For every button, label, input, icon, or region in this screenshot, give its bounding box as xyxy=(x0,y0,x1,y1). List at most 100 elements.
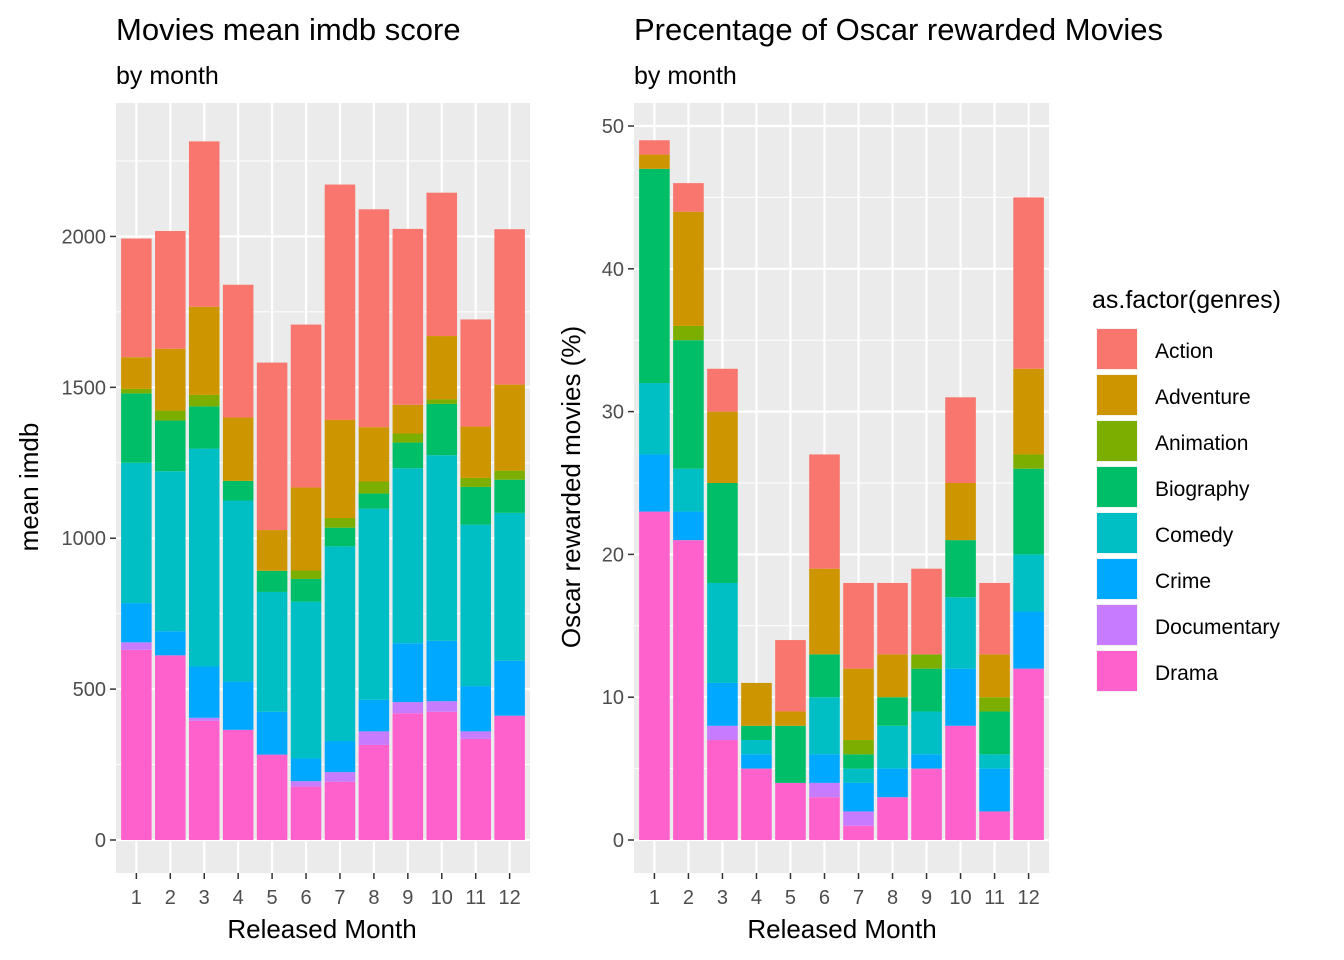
imdb-bar-biography-month-12 xyxy=(494,479,525,513)
oscar-x-tick-label-3: 3 xyxy=(717,887,728,909)
imdb-bar-drama-month-8 xyxy=(358,744,390,840)
oscar-bar-comedy-month-12 xyxy=(1013,554,1044,612)
oscar-x-tick-label-10: 10 xyxy=(949,887,971,909)
imdb-bar-biography-month-10 xyxy=(426,403,458,456)
oscar-bar-action-month-3 xyxy=(707,368,738,412)
oscar-bar-animation-month-9 xyxy=(911,654,942,669)
imdb-bar-biography-month-1 xyxy=(121,393,152,463)
legend: as.factor(genres) Action Adventure Animati… xyxy=(1092,286,1281,692)
imdb-bar-action-month-4 xyxy=(222,284,254,418)
oscar-bar-biography-month-8 xyxy=(877,697,908,726)
imdb-bar-adventure-month-12 xyxy=(494,384,525,471)
imdb-bar-comedy-month-6 xyxy=(290,601,322,759)
imdb-bar-drama-month-11 xyxy=(460,738,491,840)
oscar-x-tick-label-12: 12 xyxy=(1017,887,1039,909)
legend-label-documentary: Documentary xyxy=(1155,616,1280,639)
imdb-bar-crime-month-5 xyxy=(256,711,288,755)
imdb-bar-comedy-month-7 xyxy=(324,546,356,742)
oscar-x-tick-label-5: 5 xyxy=(785,887,796,909)
oscar-chart-title: Precentage of Oscar rewarded Movies xyxy=(634,12,1163,47)
imdb-chart: Movies mean imdb score by month 0 500 1000… xyxy=(14,12,530,944)
imdb-bar-adventure-month-6 xyxy=(290,487,322,571)
legend-label-adventure: Adventure xyxy=(1155,386,1251,409)
imdb-bar-drama-month-3 xyxy=(188,720,220,840)
oscar-bar-drama-month-12 xyxy=(1013,668,1044,840)
oscar-bar-drama-month-5 xyxy=(775,782,806,840)
oscar-bar-drama-month-6 xyxy=(809,797,840,840)
oscar-bar-biography-month-10 xyxy=(945,540,976,598)
imdb-bar-action-month-1 xyxy=(121,238,152,358)
oscar-x-tick-label-6: 6 xyxy=(819,887,830,909)
oscar-bar-biography-month-3 xyxy=(707,483,738,583)
oscar-bar-comedy-month-3 xyxy=(707,582,738,683)
imdb-bar-documentary-month-1 xyxy=(121,642,152,650)
oscar-bar-drama-month-3 xyxy=(707,740,738,840)
oscar-bar-action-month-9 xyxy=(911,568,942,655)
imdb-x-tick-label-11: 11 xyxy=(465,887,486,909)
oscar-x-tick-label-8: 8 xyxy=(887,887,898,909)
oscar-bar-drama-month-2 xyxy=(673,540,704,840)
oscar-bar-animation-month-2 xyxy=(673,325,704,341)
oscar-bar-action-month-11 xyxy=(979,582,1010,655)
imdb-bar-action-month-7 xyxy=(324,184,356,420)
imdb-bar-documentary-month-8 xyxy=(358,731,390,745)
legend-title: as.factor(genres) xyxy=(1092,286,1281,314)
oscar-y-tick-label: 10 xyxy=(602,687,624,709)
imdb-bar-documentary-month-6 xyxy=(290,781,322,787)
imdb-y-tick-label: 500 xyxy=(73,679,106,701)
oscar-bar-action-month-1 xyxy=(639,140,670,155)
oscar-bar-crime-month-1 xyxy=(639,454,670,512)
imdb-bar-adventure-month-4 xyxy=(222,417,254,481)
imdb-bar-animation-month-12 xyxy=(494,470,525,480)
imdb-bar-crime-month-3 xyxy=(188,666,220,718)
imdb-x-tick-label-9: 9 xyxy=(402,887,413,909)
imdb-bar-animation-month-6 xyxy=(290,570,322,579)
oscar-bar-biography-month-4 xyxy=(741,725,772,741)
imdb-bar-drama-month-2 xyxy=(155,655,186,840)
imdb-x-tick-label-10: 10 xyxy=(431,887,453,909)
oscar-y-tick-label: 40 xyxy=(602,259,624,281)
imdb-bar-drama-month-9 xyxy=(392,713,424,840)
oscar-bar-action-month-2 xyxy=(673,183,704,212)
oscar-bar-adventure-month-10 xyxy=(945,483,976,541)
imdb-bar-drama-month-12 xyxy=(494,715,525,840)
oscar-bar-documentary-month-3 xyxy=(707,725,738,741)
imdb-bar-comedy-month-12 xyxy=(494,512,525,661)
imdb-x-tick-label-5: 5 xyxy=(267,887,278,909)
oscar-bar-animation-month-12 xyxy=(1013,454,1044,469)
imdb-x-tick-label-2: 2 xyxy=(165,887,176,909)
oscar-y-tick-label: 50 xyxy=(602,116,624,138)
imdb-bar-biography-month-9 xyxy=(392,442,424,469)
imdb-x-tick-label-8: 8 xyxy=(368,887,379,909)
imdb-bar-drama-month-6 xyxy=(290,786,322,840)
oscar-bar-comedy-month-11 xyxy=(979,754,1010,769)
oscar-bar-comedy-month-2 xyxy=(673,468,704,512)
imdb-bar-crime-month-12 xyxy=(494,660,525,716)
imdb-bar-documentary-month-7 xyxy=(324,772,356,782)
legend-label-animation: Animation xyxy=(1155,432,1248,455)
imdb-bar-adventure-month-11 xyxy=(460,426,491,478)
imdb-bar-documentary-month-11 xyxy=(460,731,491,739)
legend-label-drama: Drama xyxy=(1155,662,1218,685)
imdb-x-axis-title: Released Month xyxy=(227,914,416,944)
oscar-bar-adventure-month-6 xyxy=(809,568,840,655)
legend-swatch-crime xyxy=(1097,559,1137,599)
oscar-bar-adventure-month-1 xyxy=(639,154,670,169)
legend-swatch-animation xyxy=(1097,421,1137,461)
imdb-x-tick-label-3: 3 xyxy=(199,887,210,909)
imdb-y-tick-label: 1000 xyxy=(62,528,107,550)
imdb-bar-animation-month-8 xyxy=(358,481,390,494)
oscar-bar-comedy-month-7 xyxy=(843,768,874,783)
oscar-bar-biography-month-7 xyxy=(843,754,874,769)
imdb-bar-adventure-month-9 xyxy=(392,404,424,434)
oscar-bar-animation-month-7 xyxy=(843,740,874,755)
imdb-y-axis-title: mean imdb xyxy=(14,423,44,552)
imdb-x-tick-label-7: 7 xyxy=(334,887,345,909)
imdb-bar-drama-month-10 xyxy=(426,711,458,840)
imdb-bar-drama-month-4 xyxy=(222,729,254,840)
oscar-bar-crime-month-4 xyxy=(741,754,772,769)
imdb-bar-comedy-month-3 xyxy=(188,448,220,667)
imdb-chart-title: Movies mean imdb score xyxy=(116,12,461,47)
